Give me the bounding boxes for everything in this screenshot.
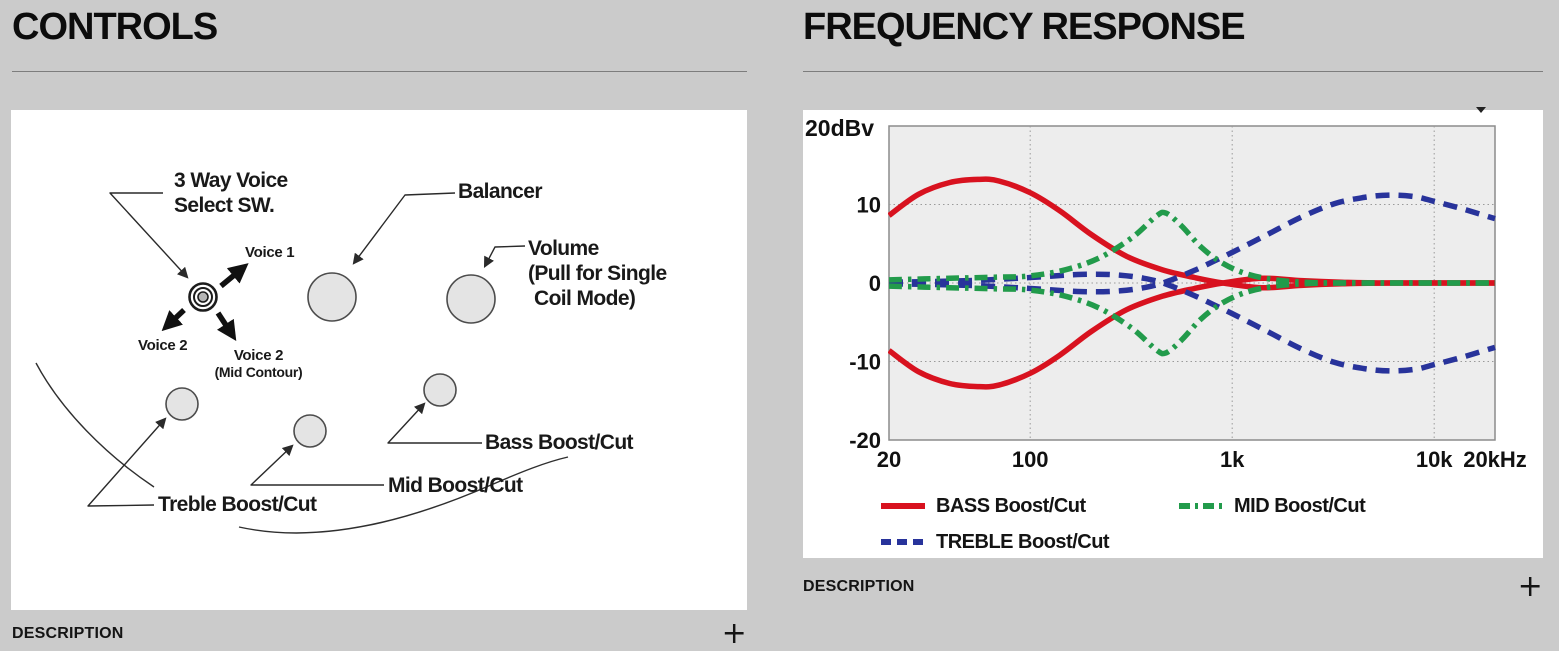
chart-curves [888,176,1496,390]
treble-knob [165,387,199,421]
y-axis-unit-label: 20dBv [805,115,874,141]
volume-line2: (Pull for Single [528,262,667,285]
treble-boost-cut-label: Treble Boost/Cut [158,493,317,516]
x-tick-label: 100 [1012,447,1049,472]
three-way-voice-label: 3 Way Voice Select SW. [174,168,288,218]
cursor-marker [1476,107,1486,113]
legend-item-treble: TREBLE Boost/Cut [880,530,1110,553]
curve-treble-cut [888,271,1496,374]
voice-select-switch [188,282,218,312]
volume-line3: Coil Mode) [534,287,636,310]
frequency-response-section-title: FREQUENCY RESPONSE [803,6,1246,48]
balancer-knob [307,272,357,322]
volume-line1: Volume [528,237,599,260]
legend-label-bass: BASS Boost/Cut [936,494,1086,517]
mid-boost-cut-label: Mid Boost/Cut [388,474,523,497]
curve-treble-boost [888,192,1496,295]
voice2-right-line2: (Mid Contour) [214,364,303,380]
controls-diagram-svg [35,192,569,534]
balancer-label: Balancer [458,180,543,203]
body-outline-curves [35,362,569,534]
y-tick-label: -20 [849,428,881,453]
x-tick-label: 20kHz [1463,447,1527,472]
bass-knob [423,373,457,407]
bass-callout-line [387,402,482,444]
legend-swatch-treble [881,539,925,545]
volume-callout-line [483,245,526,268]
volume-label: Volume (Pull for Single Coil Mode) [528,236,667,311]
curve-mid-cut [888,280,1496,357]
controls-expand-plus-icon[interactable]: + [721,616,747,651]
legend-swatch-bass [881,503,925,509]
voice2-right-line1: Voice 2 [233,347,284,364]
voice2-mid-contour-label: Voice 2 (Mid Contour) [196,347,321,381]
x-tick-label: 20 [877,447,901,472]
three-way-voice-line1: 3 Way Voice [174,169,288,192]
balancer-callout-line [352,192,456,265]
controls-section-title: CONTROLS [12,6,218,48]
legend-item-mid: MID Boost/Cut [1178,494,1366,517]
callout-lines [87,192,526,507]
frequency-description-toggle[interactable]: DESCRIPTION + [803,569,1543,604]
frequency-expand-plus-icon[interactable]: + [1517,569,1543,604]
controls-divider [12,71,747,72]
voice2-right-arrow [215,311,237,342]
mid-callout-line [250,444,384,486]
knobs [165,272,496,448]
legend-swatch-mid [1179,503,1223,509]
voice1-arrow [219,263,249,289]
frequency-response-divider [803,71,1543,72]
controls-diagram-panel: 3 Way Voice Select SW. Voice 1 Voice 2 V… [11,110,747,610]
voice1-label: Voice 1 [245,244,295,261]
legend-label-treble: TREBLE Boost/Cut [936,530,1110,553]
x-tick-label: 1k [1220,447,1245,472]
voice2-left-label: Voice 2 [138,337,188,354]
treble-callout-line [87,417,167,507]
y-tick-label: 0 [869,271,881,296]
curve-mid-boost [888,209,1496,286]
mid-knob [293,414,327,448]
switch-direction-arrows [161,263,249,342]
controls-description-label: DESCRIPTION [12,625,124,642]
y-tick-label: 10 [857,193,881,218]
three-way-callout-line [109,192,189,279]
legend-label-mid: MID Boost/Cut [1234,494,1366,517]
legend-item-bass: BASS Boost/Cut [880,495,1086,517]
bass-boost-cut-label: Bass Boost/Cut [485,431,634,454]
frequency-description-label: DESCRIPTION [803,578,915,595]
x-tick-label: 10k [1416,447,1453,472]
frequency-response-panel: 20 100 1k 10k 20kHz 10 0 -10 -20 20dBv BASS Boos… [803,110,1543,558]
y-tick-label: -10 [849,350,881,375]
controls-description-toggle[interactable]: DESCRIPTION + [12,616,747,651]
volume-knob [446,274,496,324]
voice2-left-arrow [161,308,186,332]
three-way-voice-line2: Select SW. [174,194,275,217]
